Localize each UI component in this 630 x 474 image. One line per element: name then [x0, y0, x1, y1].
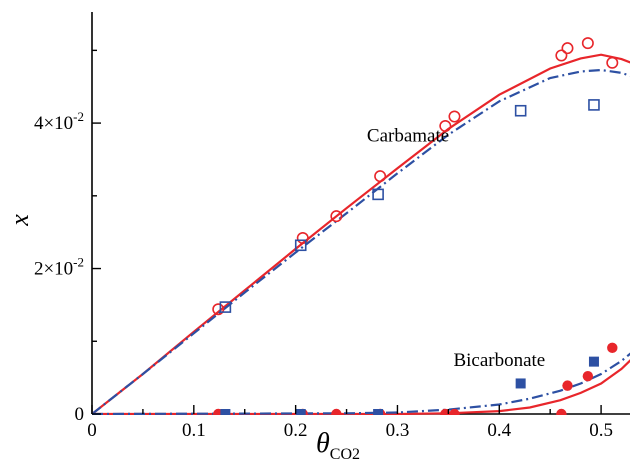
data-point: [220, 409, 231, 415]
data-point: [374, 170, 387, 183]
x-tick-label: 0.3: [386, 420, 410, 441]
data-point: [515, 378, 526, 389]
data-point: [607, 342, 618, 354]
data-point: [556, 408, 567, 415]
annotations: Carbamate Bicarbonate: [367, 125, 545, 371]
data-point: [330, 210, 343, 223]
x-axis-label-subscript: CO2: [330, 446, 360, 463]
data-point: [562, 380, 573, 391]
data-point: [555, 49, 568, 62]
model-curves: [92, 53, 630, 415]
data-point: [212, 303, 225, 316]
x-tick-label: 0.5: [589, 420, 613, 441]
data-point: [514, 104, 527, 117]
data-point: [449, 408, 460, 415]
data-point: [296, 232, 309, 245]
model-curve: [92, 68, 630, 415]
annotation-label: Bicarbonate: [453, 350, 545, 371]
data-point: [294, 239, 307, 252]
data-point: [372, 188, 384, 201]
x-axis-label-main: θ: [316, 428, 330, 459]
y-tick-label: 2×10-2: [34, 255, 84, 280]
annotation-label: Carbamate: [367, 125, 449, 146]
data-point: [588, 99, 600, 111]
data-point: [439, 120, 452, 133]
data-point: [448, 110, 461, 123]
y-tick-label: 0: [75, 404, 85, 425]
x-axis-label: θCO2: [316, 428, 360, 463]
x-tick-label: 0.1: [182, 420, 206, 441]
y-axis-label: x: [5, 214, 34, 227]
x-tick-label: 0.2: [284, 420, 308, 441]
data-point: [295, 409, 306, 415]
data-point: [582, 370, 594, 382]
data-point: [331, 408, 342, 415]
data-point: [606, 56, 619, 69]
data-point: [373, 409, 384, 415]
data-point: [581, 37, 594, 50]
data-point: [561, 42, 574, 55]
x-tick-label: 0: [87, 420, 97, 441]
x-tick-label: 0.4: [487, 420, 511, 441]
plot-area: [92, 37, 630, 415]
data-markers: [212, 37, 619, 415]
model-curve: [92, 352, 630, 415]
model-curve: [92, 53, 630, 415]
data-point: [588, 356, 599, 367]
axis-ticks: 0 0.1 0.2 0.3 0.4 0.5 0 2×10-2 4×10-2: [34, 49, 613, 441]
data-point: [219, 301, 232, 313]
y-tick-label: 4×10-2: [34, 109, 84, 134]
model-curve: [92, 359, 630, 415]
